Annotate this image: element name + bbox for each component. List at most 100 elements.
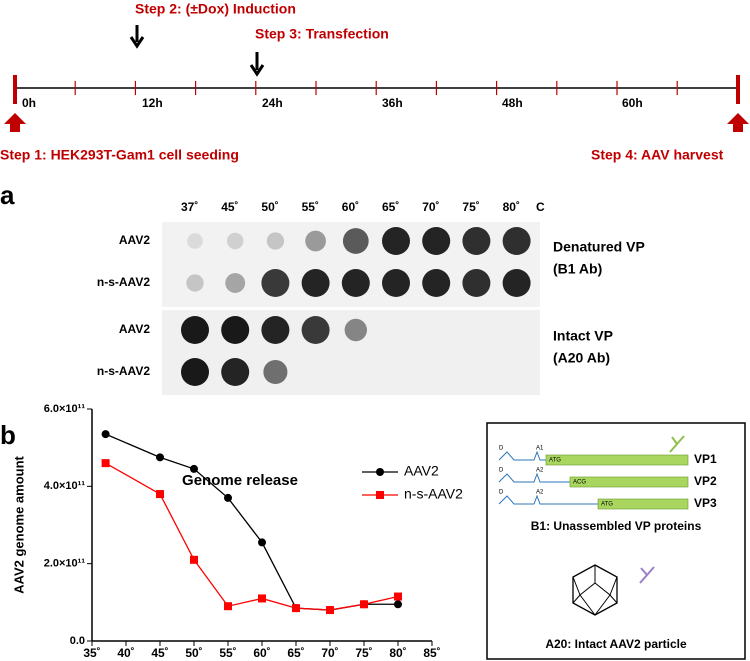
site-label: A2: [536, 468, 544, 474]
dot: [509, 365, 524, 379]
vp-bar: [569, 476, 689, 488]
legend-marker: [376, 491, 384, 499]
seed-arrow: [4, 113, 26, 132]
y-tick-label: 2.0×10¹¹: [44, 558, 86, 570]
a20-caption: A20: Intact AAV2 particle: [545, 637, 687, 651]
x-tick-label: 35˚: [83, 646, 100, 660]
blot-label: Denatured VP: [553, 239, 645, 255]
step-4: Step 4: AAV harvest: [591, 147, 724, 163]
point: [224, 602, 232, 611]
a20-antibody: [639, 566, 655, 584]
dot: [382, 269, 410, 297]
donor-label: D: [499, 490, 504, 496]
x-tick-label: 55˚: [219, 646, 236, 660]
x-tick-label: 50˚: [185, 646, 202, 660]
temp-label: 50˚: [261, 200, 278, 214]
codon-label: ATG: [549, 458, 561, 464]
dot: [422, 227, 451, 255]
dot: [389, 323, 403, 337]
step-1: Step 1: HEK293T-Gam1 cell seeding: [0, 147, 239, 163]
temp-label: 60˚: [342, 200, 359, 214]
dot: [261, 269, 290, 297]
y-axis-title: AAV2 genome amount: [11, 455, 26, 593]
dot: [261, 316, 290, 344]
dot: [341, 269, 370, 297]
point: [360, 600, 368, 609]
dot: [226, 232, 244, 250]
point: [190, 555, 198, 564]
donor-label: D: [499, 468, 504, 474]
y-tick-label: 0.0: [70, 635, 85, 647]
vp-label: VP2: [694, 474, 717, 488]
temp-label: C: [536, 200, 545, 214]
dot: [263, 359, 288, 385]
legend-marker: [376, 468, 384, 476]
induction-arrow: [129, 25, 145, 49]
point: [258, 594, 266, 603]
transcript: [498, 450, 546, 461]
y-tick-label: 4.0×10¹¹: [44, 480, 86, 492]
row-label: n-s-AAV2: [97, 275, 150, 289]
dot: [305, 230, 326, 252]
point: [101, 459, 110, 468]
codon-label: ATG: [601, 502, 613, 508]
point: [190, 464, 198, 473]
series-line: [105, 433, 398, 611]
dot: [186, 274, 204, 292]
x-tick-label: 60˚: [253, 646, 270, 660]
dot: [181, 358, 209, 386]
dot: [429, 365, 444, 379]
point: [258, 538, 266, 547]
point: [394, 592, 402, 601]
timeline-ticks: 0h 12h 24h 36h 48h 60h: [22, 81, 678, 110]
vp-bar: [545, 454, 689, 466]
dot: [187, 233, 203, 249]
step-2: Step 2: (±Dox) Induction: [135, 1, 296, 17]
dot: [225, 273, 246, 293]
dot: [221, 316, 250, 344]
dot: [221, 358, 250, 386]
dot: [502, 227, 531, 255]
point: [292, 604, 300, 613]
x-tick-label: 45˚: [151, 646, 168, 660]
row-label: AAV2: [119, 322, 150, 336]
vp-diagram: D A1 ATG VP1 D A2 ACG VP2 D A2 ATG VP3: [498, 446, 717, 510]
capsid-faces: [572, 565, 618, 616]
site-label: A1: [536, 446, 544, 452]
blot-label: Intact VP: [553, 328, 613, 344]
temp-label: 37˚: [181, 200, 198, 214]
point: [394, 600, 402, 609]
temp-label: 45˚: [221, 200, 238, 214]
dot: [509, 323, 524, 337]
x-tick-label: 85˚: [423, 646, 440, 660]
site-label: A2: [536, 490, 544, 496]
time-label: 0h: [22, 96, 36, 110]
temp-label: 55˚: [302, 200, 319, 214]
blot-label: (B1 Ab): [553, 261, 602, 277]
legend-label: n-s-AAV2: [404, 486, 463, 502]
dot: [469, 365, 484, 379]
point: [101, 430, 110, 439]
diagram-box: [486, 422, 746, 660]
dot: [301, 269, 330, 297]
dot: [344, 318, 367, 342]
time-label: 24h: [262, 96, 283, 110]
x-tick-label: 40˚: [117, 646, 134, 660]
dot: [389, 365, 403, 379]
line-chart: 35˚ 40˚ 45˚ 50˚ 55˚ 60˚ 65˚ 70˚ 75˚ 80˚ 85˚ 0.0 2.0×…: [44, 403, 463, 660]
dot-blot: 37˚ 45˚ 50˚ 55˚ 60˚ 65˚ 70˚ 75˚ 80˚ C Denatured VP…: [97, 200, 645, 386]
dot: [301, 316, 330, 344]
temp-label: 65˚: [382, 200, 399, 214]
donor-label: D: [499, 446, 504, 452]
transcript: [498, 494, 598, 505]
vp-label: VP1: [694, 452, 717, 466]
time-label: 60h: [622, 96, 643, 110]
panel-letter: b: [0, 420, 16, 450]
temp-label: 80˚: [503, 200, 520, 214]
dot: [348, 365, 363, 379]
point: [326, 606, 334, 615]
b1-antibody: [669, 435, 685, 453]
panel-letter: a: [0, 180, 15, 210]
legend-label: AAV2: [404, 463, 439, 479]
